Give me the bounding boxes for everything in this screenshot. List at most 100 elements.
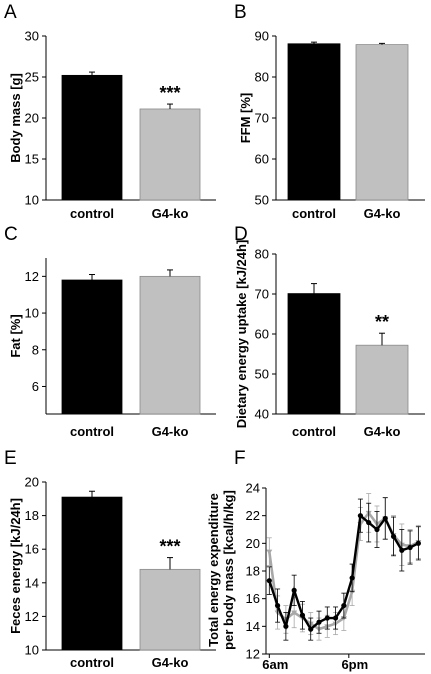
panel-f-point-control [415,540,421,546]
panel-d-ytick-label: 40 [255,407,269,422]
panel-a-bar-control [61,74,123,201]
panel-e-significance-marker: *** [159,537,180,557]
panel-e-ytick-label: 16 [25,542,39,557]
panel-d-category-label: G4-ko [364,424,401,439]
panel-c-ytick-label: 6 [32,379,39,394]
panel-c-bar-control [61,279,123,415]
panel-d-bar-g4-ko [355,344,409,415]
panel-label-d: D [234,224,248,245]
panel-d-y-axis-label: Dietary energy uptake [kJ/24h] [234,240,249,429]
panel-b-ytick-label: 50 [255,193,269,208]
panel-a-chart: 10 15 20 25 30 Body mass [g] control *** G4-ko [8,29,216,221]
panel-c-chart: 6 8 10 12 Fat [%] control G4-ko [8,258,216,439]
panel-f-xtick-label: 6am [262,657,288,672]
panel-b-bar-g4-ko [355,44,409,201]
panel-f-point-g4-ko [349,589,356,595]
panel-e-ytick-label: 18 [25,508,39,523]
panel-f-point-control [357,513,364,519]
panel-f-ytick-label: 12 [246,647,260,662]
panel-c-bar-g4-ko [139,275,201,415]
panel-f-point-control [390,533,397,540]
panel-f-ytick-label: 24 [246,481,260,496]
panel-d-ytick-label: 60 [255,327,269,342]
panel-f-ytick-label: 14 [246,619,260,634]
panel-f-point-g4-ko [291,610,298,616]
panel-e-y-axis-label: Feces energy [kJ/24h] [8,498,23,634]
panel-f-point-control [366,519,372,526]
panel-a-ytick-label: 25 [25,70,39,85]
panel-c-category-label: G4-ko [152,424,189,439]
panel-d-bar-control [287,293,341,415]
panel-b-y-axis-label: FFM [%] [238,93,253,144]
panel-c-ytick-label: 10 [25,306,39,321]
panel-f-point-control [349,575,355,581]
panel-f-ytick-label: 16 [246,591,260,606]
panel-f-point-control [283,623,289,629]
panel-a-ytick-label: 20 [25,111,39,126]
panel-f-point-control [407,544,413,551]
panel-f-point-control [316,619,322,625]
panel-label-e: E [4,448,17,469]
panel-a-significance-marker: *** [159,83,180,103]
panel-c-ytick-label: 12 [25,269,39,284]
panel-d-ytick-label: 50 [255,367,269,382]
panel-a-category-label: G4-ko [152,206,189,221]
panel-e-bar-control [61,496,123,651]
panel-f-point-control [291,587,297,593]
panel-f-point-g4-ko [266,549,273,555]
panel-b-category-label: G4-ko [364,206,401,221]
panel-b-category-label: control [292,206,336,221]
panel-a-ytick-label: 15 [25,152,39,167]
panel-d-ytick-label: 70 [255,287,269,302]
panel-f-point-control [399,547,405,553]
panel-a-y-axis-label: Body mass [g] [8,73,23,163]
panel-f-y-axis-label-line1: Total energy expenditure [206,493,221,647]
panel-label-f: F [234,448,246,469]
panel-label-c: C [4,224,18,245]
panel-label-b: B [234,2,247,23]
panel-f-point-control [341,602,347,609]
panel-a-ytick-label: 30 [25,29,39,44]
panel-e-bar-g4-ko [139,568,201,651]
panel-f-point-control [266,578,272,584]
panel-f-point-control [274,602,281,609]
panel-e-category-label: control [70,655,114,670]
panel-c-category-label: control [70,424,114,439]
panel-b-ytick-label: 70 [255,111,269,126]
panel-d-chart: 40 50 60 70 80 Dietary energy uptake [kJ/24h]… [234,240,425,439]
panel-c-y-axis-label: Fat [%] [8,314,23,357]
panel-d-ytick-label: 80 [255,247,269,262]
panel-b-ytick-label: 80 [255,70,269,85]
panel-f-point-control [308,626,314,632]
panel-e-category-label: G4-ko [152,655,189,670]
panel-f-ytick-label: 18 [246,564,260,579]
panel-e-ytick-label: 14 [25,575,39,590]
panel-f-point-g4-ko [340,616,347,622]
panel-e-ytick-label: 12 [25,609,39,624]
panel-d-significance-marker: ** [375,312,389,332]
panel-b-bar-control [287,43,341,201]
panel-a-category-label: control [70,206,114,221]
panel-c-ytick-label: 8 [32,342,39,357]
panel-f-point-control [374,526,380,533]
panel-b-ytick-label: 90 [255,29,269,44]
panel-f-xtick-label: 6pm [341,657,368,672]
panel-f-y-axis-label-line2: per body mass [kcal/h/kg] [221,490,236,650]
panel-label-a: A [4,2,17,23]
panel-e-ytick-label: 10 [25,643,39,658]
panel-b-chart: 50 60 70 80 90 FFM [%] control G4-ko [238,29,425,221]
panel-f-point-control [382,515,388,522]
panel-f-chart: 12 14 16 18 20 22 24 6am 6pm Total energy expendi… [206,481,425,672]
panel-a-bar-g4-ko [139,108,201,201]
panel-b-ytick-label: 60 [255,152,269,167]
panel-a-ytick-label: 10 [25,193,39,208]
panel-f-ytick-label: 20 [246,536,260,551]
panel-f-point-control [324,615,330,621]
panel-f-point-control [332,615,339,621]
panel-f-ytick-label: 22 [246,508,260,523]
panel-e-ytick-label: 20 [25,475,39,490]
panel-d-category-label: control [292,424,336,439]
panel-f-point-control [299,612,306,618]
